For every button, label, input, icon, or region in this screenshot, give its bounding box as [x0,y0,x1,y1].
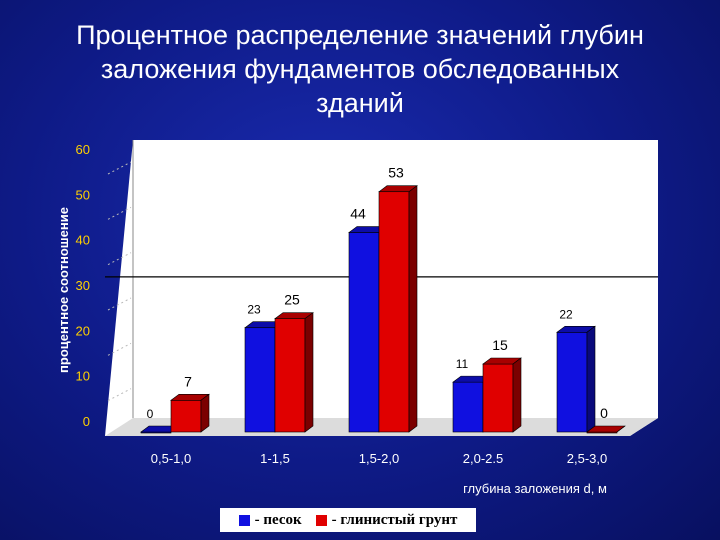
y-tick-label: 40 [76,233,90,248]
data-label: 0 [147,407,154,421]
legend-label: - глинистый грунт [331,511,458,528]
title-line: заложения фундаментов обследованных [100,54,620,84]
legend: - песок - глинистый грунт [220,508,476,532]
y-tick-label: 20 [76,323,90,338]
bar [556,325,596,433]
data-label: 25 [284,292,300,308]
y-tick-label: 0 [83,414,90,429]
data-label: 23 [247,303,261,317]
bar [170,393,210,433]
bar [140,425,180,434]
legend-label: - песок [254,511,302,528]
x-axis-label: глубина заложения d, м [463,481,607,496]
title-line: Процентное распределение значений глубин [76,20,644,50]
gridline [107,342,132,356]
x-tick-label: 0,5-1,0 [151,451,191,466]
title-line: зданий [316,88,404,118]
bar [482,357,522,433]
bar [586,425,626,434]
data-label: 0 [600,405,608,421]
gridline [107,252,132,266]
y-axis-label: процентное соотношение [56,207,71,373]
y-tick-label: 60 [76,142,90,157]
data-label: 44 [350,206,366,222]
y-tick-label: 50 [76,187,90,202]
gridline [107,206,132,220]
x-tick-label: 1-1,5 [260,451,290,466]
data-label: 22 [559,307,573,321]
legend-swatch [315,514,327,526]
chart-title: Процентное распределение значений глубин… [40,18,680,120]
x-tick-label: 2,0-2.5 [463,451,503,466]
legend-swatch [238,514,250,526]
gridline [107,388,132,402]
bar [378,185,418,433]
x-tick-label: 1,5-2,0 [359,451,399,466]
gridline [107,297,132,311]
y-tick-label: 10 [76,369,90,384]
x-tick-label: 2,5-3,0 [567,451,607,466]
y-tick-label: 30 [76,278,90,293]
data-label: 7 [184,373,192,389]
data-label: 53 [388,165,404,181]
bar [274,312,314,433]
gridline [107,161,132,175]
legend-item-sand: - песок [238,511,302,529]
data-label: 11 [456,357,469,371]
legend-item-clay: - глинистый грунт [315,511,458,529]
bar-chart: 0 10 20 30 40 50 60 0 7 0,5-1,0 23 25 1-1,5 44 53 1,5-2… [56,140,658,496]
data-label: 15 [492,337,508,353]
